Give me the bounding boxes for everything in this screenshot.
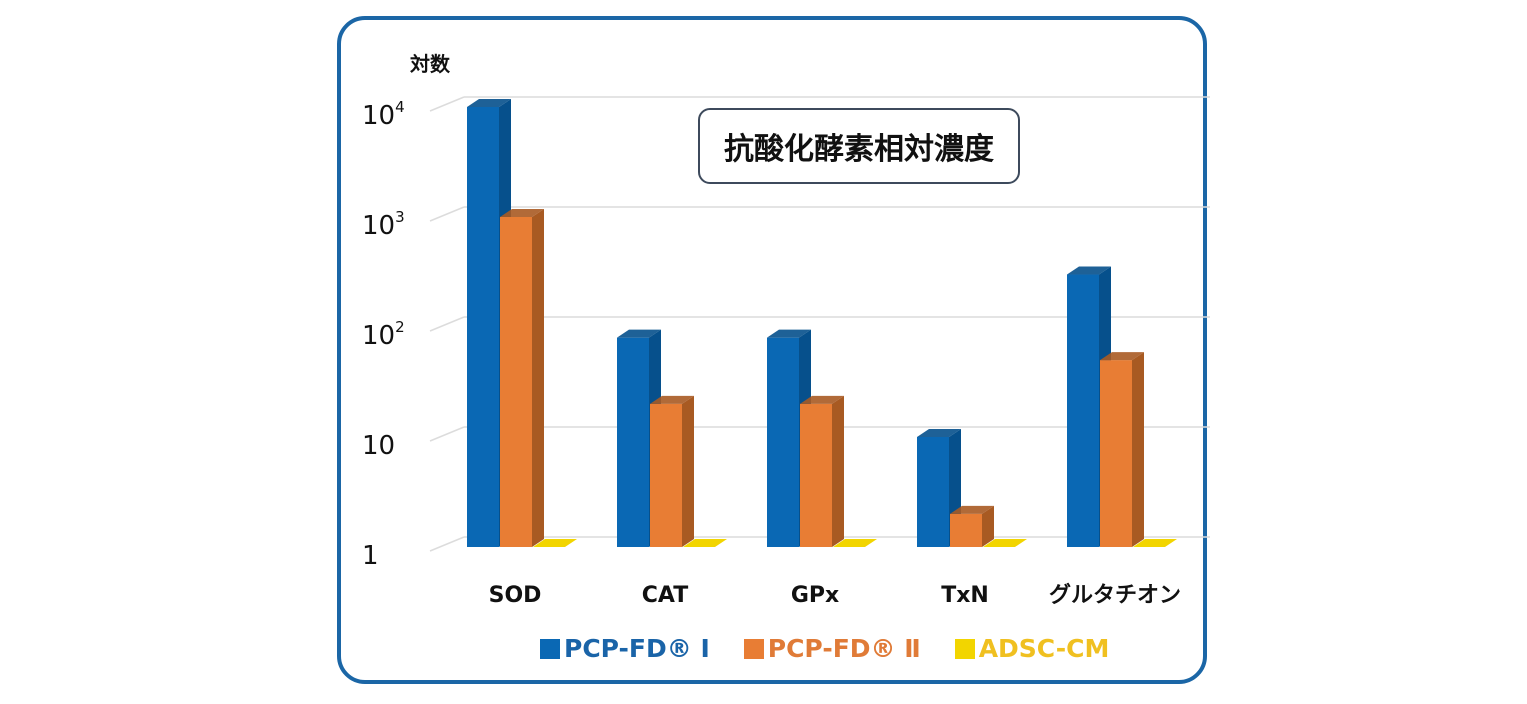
bar-GPx-1 bbox=[800, 403, 832, 547]
x-tick-label: グルタチオン bbox=[1049, 582, 1181, 608]
bar-top bbox=[950, 505, 994, 514]
gridline-depth bbox=[429, 316, 465, 332]
legend-item-pcp-fd-1: PCP-FD® Ⅰ bbox=[540, 634, 710, 663]
bar-SOD-1 bbox=[500, 217, 532, 547]
legend-swatch bbox=[954, 638, 975, 659]
legend-item-pcp-fd-2: PCP-FD® Ⅱ bbox=[743, 634, 921, 663]
y-tick-label: 104 bbox=[362, 98, 405, 131]
x-tick-label: SOD bbox=[489, 583, 542, 608]
legend-swatch bbox=[743, 638, 764, 659]
y-tick-label: 1 bbox=[362, 541, 379, 571]
bar-top bbox=[800, 395, 844, 404]
y-axis-label: 対数 bbox=[410, 52, 450, 76]
y-tick-label: 103 bbox=[362, 208, 405, 241]
bar-TxN-0 bbox=[917, 437, 949, 547]
x-tick-label: TxN bbox=[941, 583, 989, 608]
gridline-depth bbox=[429, 426, 465, 442]
legend: PCP-FD® Ⅰ PCP-FD® Ⅱ ADSC-CM bbox=[540, 634, 1109, 663]
legend-label: ADSC-CM bbox=[978, 634, 1110, 663]
gridline-depth bbox=[429, 206, 465, 222]
bar-side bbox=[532, 209, 544, 547]
bar-CAT-2 bbox=[683, 539, 727, 547]
bar-CAT-0 bbox=[617, 337, 649, 547]
chart-title: 抗酸化酵素相対濃度 bbox=[698, 108, 1020, 184]
bar-グルタチオン-0 bbox=[1067, 274, 1099, 547]
chart-frame bbox=[337, 16, 1207, 684]
bar-GPx-2 bbox=[833, 539, 877, 547]
gridline-depth bbox=[429, 96, 465, 112]
bar-side bbox=[832, 395, 844, 547]
bar-top bbox=[467, 99, 511, 107]
legend-swatch bbox=[540, 638, 560, 659]
bar-GPx-0 bbox=[767, 337, 799, 547]
bar-グルタチオン-1 bbox=[1100, 360, 1132, 547]
bar-side bbox=[982, 505, 994, 547]
bar-top bbox=[1067, 266, 1111, 275]
bar-top bbox=[1100, 352, 1144, 361]
bar-TxN-2 bbox=[983, 539, 1027, 547]
bar-side bbox=[1132, 352, 1144, 547]
x-tick-label: CAT bbox=[642, 583, 688, 608]
bar-side bbox=[682, 395, 694, 547]
bar-TxN-1 bbox=[950, 513, 982, 547]
bar-SOD-2 bbox=[533, 539, 577, 547]
bar-CAT-1 bbox=[650, 403, 682, 547]
bar-top bbox=[617, 329, 661, 338]
y-tick-label: 102 bbox=[362, 318, 405, 351]
legend-item-adsc-cm: ADSC-CM bbox=[954, 634, 1110, 663]
bar-グルタチオン-2 bbox=[1133, 539, 1177, 547]
bar-top bbox=[650, 395, 694, 404]
bar-top bbox=[500, 209, 544, 217]
x-tick-label: GPx bbox=[791, 583, 839, 608]
legend-label: PCP-FD® Ⅰ bbox=[564, 634, 710, 663]
gridline-depth bbox=[429, 536, 465, 552]
bar-top bbox=[917, 429, 961, 437]
bar-SOD-0 bbox=[467, 107, 499, 547]
bar-top bbox=[767, 329, 811, 338]
legend-label: PCP-FD® Ⅱ bbox=[767, 634, 921, 663]
y-tick-label: 10 bbox=[362, 431, 395, 461]
